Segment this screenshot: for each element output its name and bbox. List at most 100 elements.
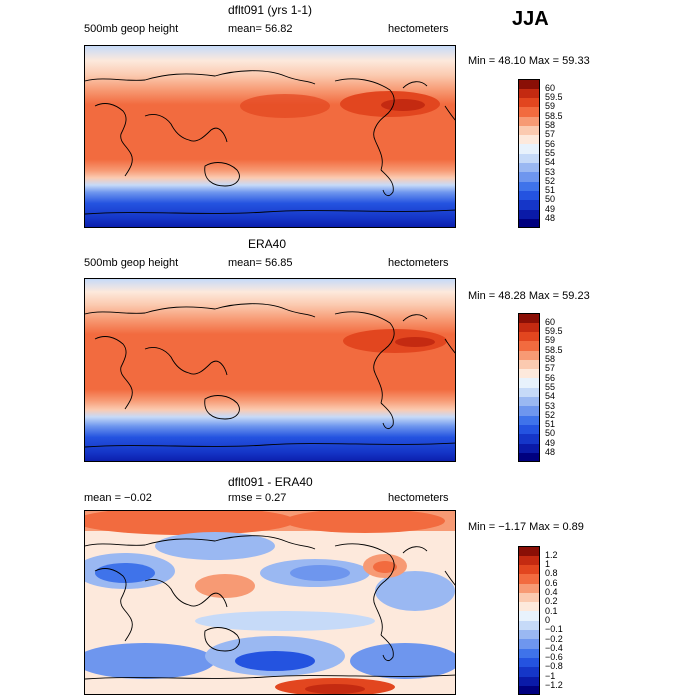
colorbar-tick-label: −0.1	[545, 624, 563, 635]
colorbar-swatch	[518, 190, 540, 201]
colorbar-swatch	[518, 172, 540, 182]
colorbar-swatch	[518, 546, 540, 556]
panel-3-mean-label: mean = −0.02	[84, 492, 152, 504]
colorbar-tick-label: 49	[545, 203, 556, 214]
colorbar-swatch	[518, 573, 540, 584]
colorbar-swatch	[518, 125, 540, 136]
colorbar-tick-label: 0	[545, 614, 551, 625]
colorbar-swatch	[518, 218, 540, 229]
colorbar-swatch	[518, 134, 540, 145]
colorbar-tick-label: 58	[545, 120, 556, 130]
panel-3-coastlines	[85, 535, 455, 680]
colorbar-swatch	[518, 601, 540, 612]
colorbar-tick-label: 59.5	[545, 326, 563, 337]
colorbar-tick-label: 48	[545, 447, 556, 457]
colorbar-tick-label: 58.5	[545, 344, 563, 355]
colorbar-tick-label: 52	[545, 175, 556, 186]
colorbar-swatch	[518, 359, 540, 370]
colorbar-swatch	[518, 340, 540, 351]
panel-1-coastlines	[85, 70, 455, 215]
colorbar-swatch	[518, 387, 540, 398]
colorbar-swatch	[518, 685, 540, 696]
colorbar-tick-label: 54	[545, 391, 556, 402]
colorbar-swatch	[518, 443, 540, 453]
colorbar-swatch	[518, 368, 540, 379]
colorbar-swatch	[518, 592, 540, 603]
colorbar-tick-label: 48	[545, 213, 556, 223]
panel-1-map	[84, 45, 456, 228]
colorbar-tick-label: 1	[545, 559, 551, 570]
colorbar-tick-label: 58.5	[545, 110, 563, 121]
colorbar-tick-label: 58	[545, 354, 556, 364]
panel-2-maximum	[343, 329, 447, 353]
colorbar-tick-label: 52	[545, 409, 556, 420]
colorbar-tick-label: 56	[545, 372, 556, 383]
colorbar-swatch	[518, 209, 540, 219]
panel-2-field	[85, 279, 455, 461]
colorbar-tick-label: −0.8	[545, 661, 563, 672]
colorbar-swatch	[518, 331, 540, 342]
colorbar-swatch	[518, 378, 540, 388]
panel-2-max-core	[395, 337, 435, 347]
colorbar-tick-label: 53	[545, 400, 556, 411]
colorbar-tick-label: −1.2	[545, 680, 563, 690]
colorbar-tick-label: 55	[545, 147, 556, 158]
colorbar-swatch	[518, 350, 540, 360]
colorbar-swatch	[518, 396, 540, 407]
colorbar-swatch	[518, 666, 540, 677]
colorbar-tick-label: −0.6	[545, 652, 563, 663]
panel-3-rmse-label: rmse = 0.27	[228, 492, 287, 504]
colorbar-tick-label: 51	[545, 185, 556, 196]
colorbar-tick-label: 54	[545, 157, 556, 168]
panel-2-mean-label: mean= 56.85	[228, 257, 293, 269]
colorbar-tick-label: 0.4	[545, 587, 558, 597]
colorbar-swatch	[518, 116, 540, 126]
colorbar-swatch	[518, 555, 540, 565]
colorbar-swatch	[518, 322, 540, 332]
colorbar-tick-label: 53	[545, 166, 556, 177]
season-title: JJA	[512, 8, 549, 30]
colorbar-swatch	[518, 415, 540, 425]
colorbar-swatch	[518, 639, 540, 649]
colorbar-swatch	[518, 433, 540, 444]
colorbar-tick-label: 55	[545, 381, 556, 392]
colorbar-swatch	[518, 79, 540, 89]
colorbar-swatch	[518, 144, 540, 154]
colorbar-tick-label: 57	[545, 129, 556, 140]
colorbar-tick-label: 1.2	[545, 549, 558, 560]
colorbar-tick-label: 51	[545, 419, 556, 430]
colorbar-tick-label: 0.6	[545, 577, 558, 588]
panel-3-minmax: Min = −1.17 Max = 0.89	[468, 521, 584, 533]
panel-2-units-label: hectometers	[388, 257, 449, 269]
colorbar-tick-label: 60	[545, 82, 556, 93]
colorbar-swatch	[518, 88, 540, 98]
colorbar-swatch	[518, 97, 540, 108]
panel-3-map	[84, 510, 456, 695]
colorbar-swatch	[518, 564, 540, 575]
colorbar-swatch	[518, 657, 540, 668]
colorbar-tick-label: 59	[545, 335, 556, 346]
colorbar-tick-label: 59.5	[545, 92, 563, 103]
colorbar-swatch	[518, 313, 540, 323]
panel-1-variable-label: 500mb geop height	[84, 23, 179, 35]
colorbar-swatch	[518, 106, 540, 117]
panel-2-map	[84, 278, 456, 462]
panel-1-minmax: Min = 48.10 Max = 59.33	[468, 55, 590, 67]
colorbar-tick-label: 59	[545, 101, 556, 112]
colorbar-swatch	[518, 181, 540, 191]
colorbar-tick-label: 60	[545, 316, 556, 327]
colorbar-swatch	[518, 629, 540, 640]
panel-2-title: ERA40	[248, 237, 287, 251]
colorbar-swatch	[518, 611, 540, 621]
colorbar-swatch	[518, 424, 540, 435]
panel-2-minmax: Min = 48.28 Max = 59.23	[468, 290, 590, 302]
panel-1-title: dflt091 (yrs 1-1)	[228, 3, 313, 17]
colorbar-tick-label: 0.1	[545, 605, 558, 616]
colorbar-swatch	[518, 648, 540, 658]
colorbar-tick-label: −0.4	[545, 642, 563, 653]
panel-2-coastlines	[85, 303, 455, 448]
colorbar-swatch	[518, 199, 540, 210]
panel-3-title: dflt091 - ERA40	[228, 475, 313, 489]
colorbar-tick-label: 50	[545, 194, 556, 205]
panel-1-units-label: hectometers	[388, 23, 449, 35]
